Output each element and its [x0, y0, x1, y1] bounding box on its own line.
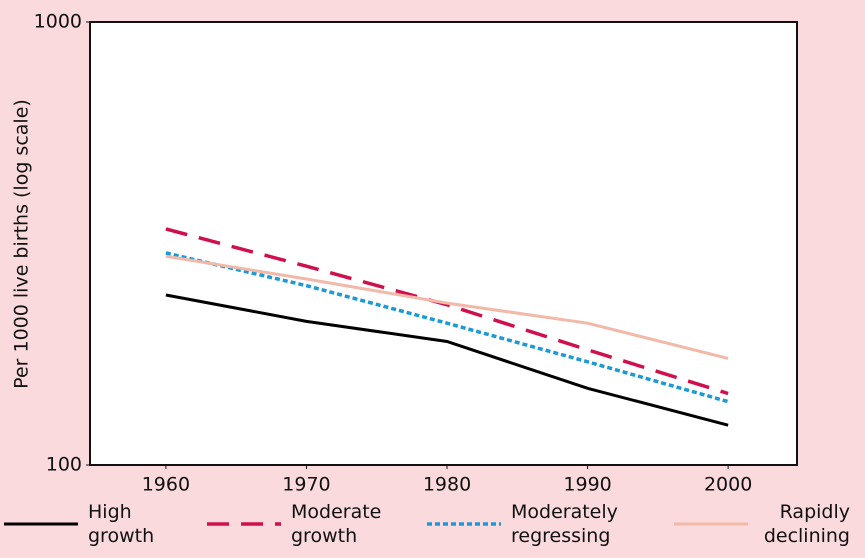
legend-swatch — [207, 522, 281, 526]
legend-label: Rapidly declining — [763, 501, 850, 547]
legend-swatch — [674, 522, 748, 526]
x-tick-label: 2000 — [704, 474, 752, 496]
legend-item: High growth — [2, 500, 170, 548]
x-tick-label: 1990 — [563, 474, 611, 496]
chart: Per 1000 live births (log scale) 100 1000… — [11, 11, 798, 496]
plot-area — [89, 21, 798, 466]
legend-item: Moderately regressing — [425, 500, 641, 548]
y-tick-label: 1000 — [34, 11, 82, 33]
x-tick-label: 1960 — [142, 474, 190, 496]
legend-swatch — [4, 522, 78, 526]
legend-item: Moderate growth — [205, 500, 391, 548]
legend-swatch — [427, 522, 501, 526]
legend-item: Rapidly declining — [672, 500, 850, 548]
x-tick-label: 1970 — [282, 474, 330, 496]
series-line — [165, 254, 729, 360]
legend-label: High growth — [88, 501, 155, 547]
y-axis-label: Per 1000 live births (log scale) — [11, 99, 33, 389]
legend-label: Moderately regressing — [511, 501, 618, 547]
series-line — [165, 251, 729, 404]
series-line — [165, 227, 729, 396]
series-line — [165, 293, 729, 427]
legend-label: Moderate growth — [291, 501, 382, 547]
x-tick-label: 1980 — [423, 474, 471, 496]
y-tick-label: 100 — [46, 454, 82, 476]
